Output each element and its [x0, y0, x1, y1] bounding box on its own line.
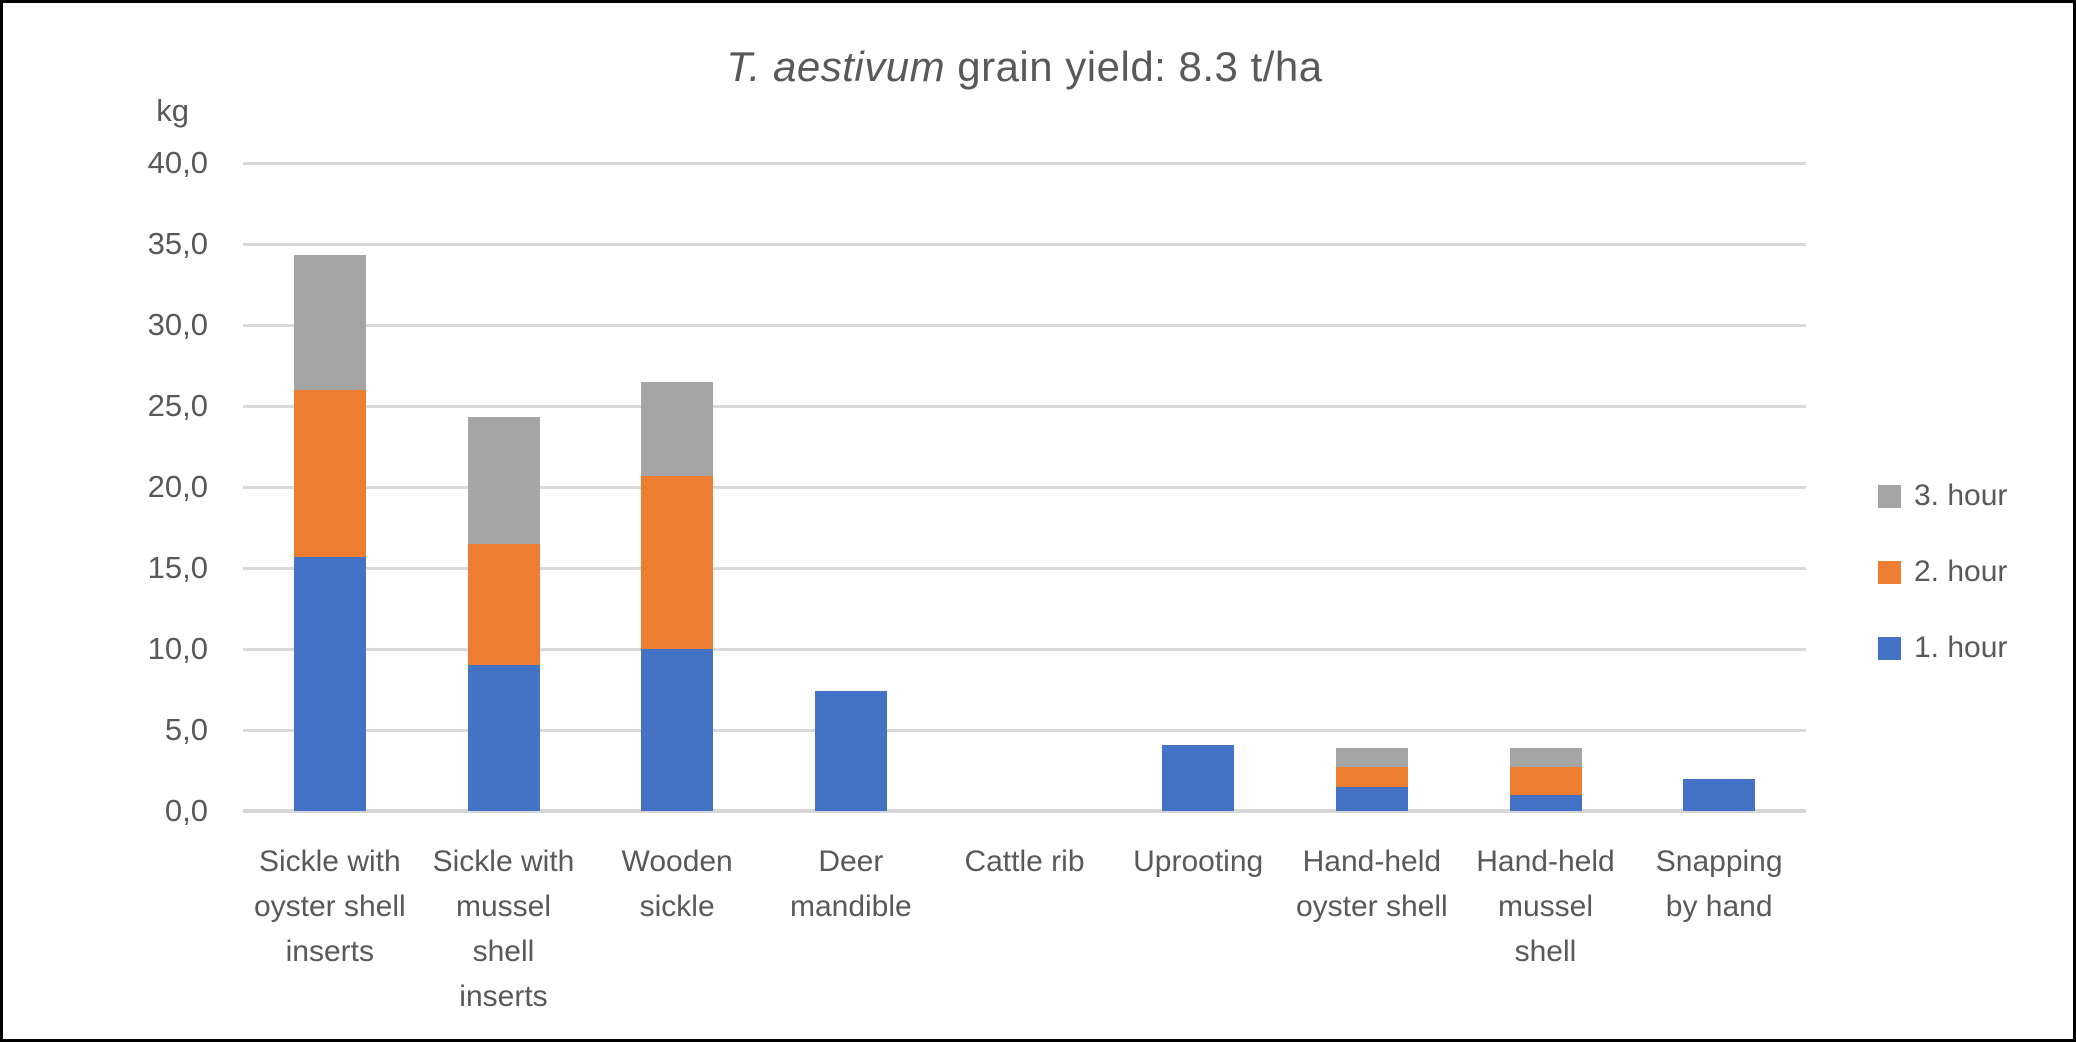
bar-6-1-hour: [1162, 744, 1235, 811]
y-tick-label: 25,0: [147, 388, 208, 423]
chart-title-species: T. aestivum: [726, 43, 946, 90]
legend-item: 3. hour: [1878, 479, 2007, 513]
y-tick-label: 35,0: [147, 226, 208, 261]
gridline: [243, 648, 1806, 651]
legend-label: 1. hour: [1914, 631, 2008, 664]
legend-label: 3. hour: [1914, 479, 2008, 512]
bar-2-3-hour: [467, 417, 540, 544]
category-label-line: Uprooting: [1133, 845, 1264, 878]
bar-2-1-hour: [467, 665, 540, 811]
legend-swatch-2-hour: [1878, 560, 1901, 584]
y-tick-label: 10,0: [147, 631, 208, 666]
category-label-line: Cattle rib: [964, 845, 1085, 878]
legend-item: 2. hour: [1878, 555, 2007, 589]
chart-title: T. aestivum grain yield: 8.3 t/ha: [243, 43, 1806, 91]
bar-8-2-hour: [1509, 767, 1582, 795]
category-label-line: inserts: [459, 980, 548, 1013]
category-label-line: Hand-held: [1476, 845, 1615, 878]
category-label-line: Snapping: [1655, 845, 1783, 878]
category-label: Deer mandible: [752, 839, 950, 929]
bar-4-1-hour: [814, 691, 887, 811]
gridline: [243, 405, 1806, 408]
category-label: Sickle with mussel shell inserts: [405, 839, 603, 1019]
category-label-line: oyster shell: [253, 890, 406, 923]
chart-title-rest: grain yield: 8.3 t/ha: [945, 43, 1323, 90]
category-label: Uprooting: [1099, 839, 1297, 884]
legend-swatch-1-hour: [1878, 636, 1901, 660]
legend-item: 1. hour: [1878, 631, 2007, 665]
category-label: Snapping by hand: [1620, 839, 1818, 929]
category-label-line: mussel: [455, 890, 551, 923]
y-axis-unit-label: kg: [156, 93, 189, 128]
gridline: [243, 486, 1806, 489]
bar-8-3-hour: [1509, 747, 1582, 768]
category-label-line: Sickle with: [258, 845, 401, 878]
x-axis-line: [243, 809, 1806, 813]
gridline: [243, 162, 1806, 165]
y-tick-label: 30,0: [147, 307, 208, 342]
category-label-line: shell: [1514, 935, 1577, 968]
category-label: Wooden sickle: [578, 839, 776, 929]
bar-3-2-hour: [641, 475, 714, 649]
bar-3-1-hour: [641, 649, 714, 811]
bar-3-3-hour: [641, 381, 714, 476]
bar-8-1-hour: [1509, 794, 1582, 811]
bar-9-1-hour: [1683, 778, 1756, 811]
category-label: Hand-held oyster shell: [1273, 839, 1471, 929]
category-label-line: by hand: [1665, 890, 1773, 923]
y-tick-label: 0,0: [164, 793, 208, 828]
bar-7-2-hour: [1335, 767, 1408, 787]
legend-swatch-3-hour: [1878, 484, 1901, 508]
category-label-line: shell: [472, 935, 535, 968]
y-tick-label: 20,0: [147, 469, 208, 504]
category-label-line: oyster shell: [1295, 890, 1448, 923]
category-label-line: Deer: [818, 845, 884, 878]
gridline: [243, 729, 1806, 732]
category-label-line: sickle: [639, 890, 715, 923]
bar-1-3-hour: [293, 255, 366, 390]
legend-label: 2. hour: [1914, 555, 2008, 588]
y-tick-label: 15,0: [147, 550, 208, 585]
gridline: [243, 243, 1806, 246]
bar-7-3-hour: [1335, 747, 1408, 768]
category-label-line: Sickle with: [432, 845, 575, 878]
bar-1-2-hour: [293, 389, 366, 557]
category-label-line: mandible: [789, 890, 912, 923]
y-tick-label: 40,0: [147, 145, 208, 180]
category-label-line: inserts: [285, 935, 374, 968]
category-label: Hand-held mussel shell: [1447, 839, 1645, 974]
gridline: [243, 324, 1806, 327]
bar-7-1-hour: [1335, 786, 1408, 811]
category-label-line: Hand-held: [1302, 845, 1442, 878]
bar-2-2-hour: [467, 543, 540, 666]
category-label-line: mussel: [1497, 890, 1593, 923]
category-label-line: Wooden: [621, 845, 733, 878]
bar-1-1-hour: [293, 556, 366, 811]
y-tick-label: 5,0: [164, 712, 208, 747]
gridline: [243, 567, 1806, 570]
category-label: Sickle with oyster shell inserts: [231, 839, 429, 974]
category-label: Cattle rib: [926, 839, 1124, 884]
